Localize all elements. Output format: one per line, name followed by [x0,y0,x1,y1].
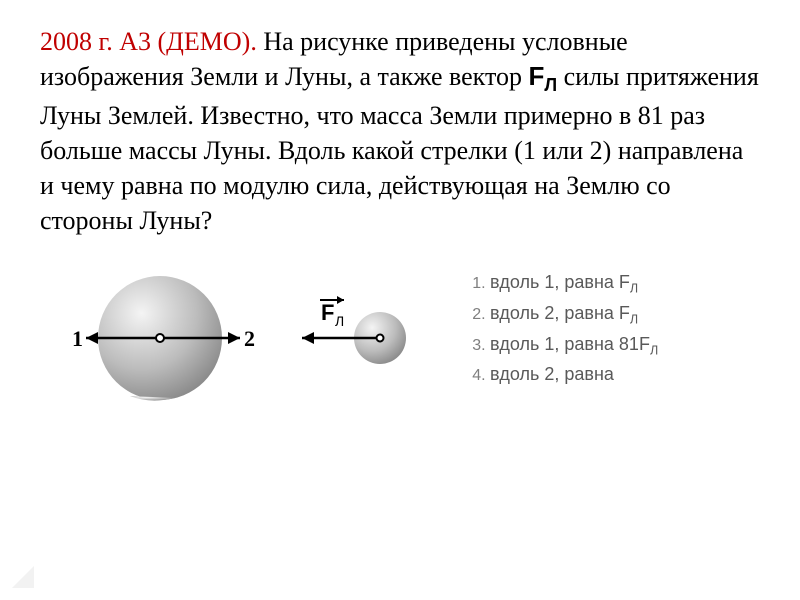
vector-f-symbol: F [528,61,544,91]
corner-fold [12,566,34,588]
question-text: 2008 г. А3 (ДЕМО). На рисунке приведены … [40,24,760,238]
answer-item: вдоль 1, равна FЛ [490,268,760,299]
answer-sub: Л [630,282,638,296]
label-2: 2 [244,326,255,351]
answer-item: вдоль 1, равна 81FЛ [490,330,760,361]
answer-prefix: вдоль 1, равна 81 [490,334,639,354]
vector-f-sub: Л [544,75,557,95]
answer-item: вдоль 2, равна FЛ [490,299,760,330]
vector-f: FЛ [528,61,557,91]
answer-f: F [619,303,630,323]
bottom-section: 1 2 F Л вдоль 1, равна FЛ вдоль 2, равна… [40,268,760,428]
answer-f: F [619,272,630,292]
answers: вдоль 1, равна FЛ вдоль 2, равна FЛ вдол… [440,268,760,391]
answer-prefix: вдоль 2, равна [490,364,614,384]
title-red: 2008 г. А3 (ДЕМО). [40,27,257,56]
answer-sub: Л [630,313,638,327]
answer-list: вдоль 1, равна FЛ вдоль 2, равна FЛ вдол… [460,268,760,391]
answer-f: F [639,334,650,354]
answer-item: вдоль 2, равна [490,360,760,391]
answer-sub: Л [650,343,658,357]
f-vector-sub: Л [335,313,344,329]
diagram: 1 2 F Л [40,268,440,428]
answer-prefix: вдоль 1, равна [490,272,619,292]
label-1: 1 [72,326,83,351]
answer-prefix: вдоль 2, равна [490,303,619,323]
f-vector-label: F [321,300,334,325]
